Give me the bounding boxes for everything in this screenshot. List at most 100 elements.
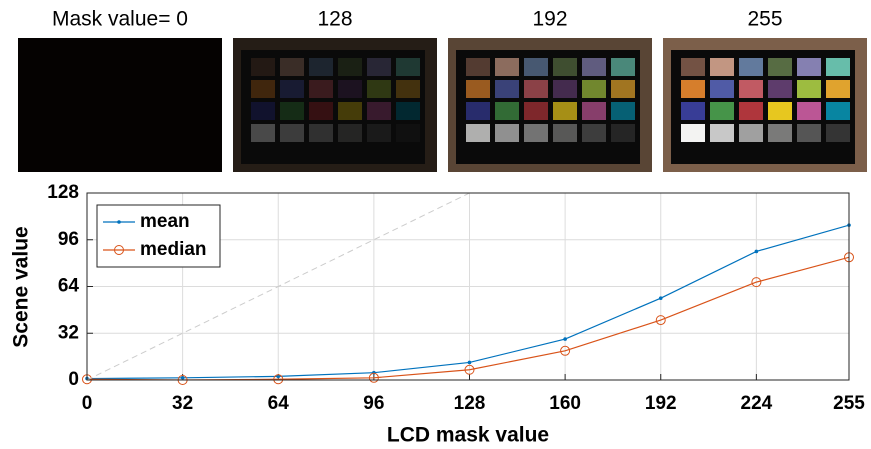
checker-patch [739,58,763,76]
x-tick-label: 224 [741,393,773,414]
checker-patch [280,102,304,120]
point [655,315,666,326]
checker-patch [826,124,850,142]
point [273,374,284,385]
checker-patch [251,124,275,142]
legend-marker [117,220,121,224]
checker-patch [611,102,635,120]
checker-patch [582,58,606,76]
checker-patch [797,124,821,142]
checker-patch [495,80,519,98]
panel-label: 255 [747,8,782,31]
checker-patch [251,102,275,120]
checker-patch [495,58,519,76]
checker-patch [466,102,490,120]
x-tick-label: 64 [268,393,290,414]
checker-patch [611,80,635,98]
x-tick-label: 160 [549,393,581,414]
x-tick-label: 32 [172,393,193,414]
legend-label: median [140,239,207,260]
checker-patch [251,80,275,98]
checker-patch [396,58,420,76]
y-tick-label: 64 [58,276,80,297]
checker-patch [826,80,850,98]
photo-panel [663,38,867,172]
checker-patch [524,80,548,98]
checker-patch [582,124,606,142]
checker-patch [797,80,821,98]
checker-patch [309,124,333,142]
checker-patch [739,102,763,120]
checker-patch [396,80,420,98]
point [368,372,379,383]
checker-patch [710,102,734,120]
checker-patch [710,58,734,76]
checker-patch [710,80,734,98]
checker-patch [739,124,763,142]
series-line [87,193,470,380]
panel-label: 192 [532,8,567,31]
checker-patch [251,58,275,76]
point [560,345,571,356]
checker-patch [338,124,362,142]
checker-patch [367,102,391,120]
checker-patch [553,124,577,142]
checker-patch [495,102,519,120]
point [751,277,762,288]
checker-patch [309,102,333,120]
checker-patch [710,124,734,142]
checker-patch [826,102,850,120]
checker-patch [826,58,850,76]
photo-panel [448,38,652,172]
checker-patch [553,58,577,76]
x-axis-label: LCD mask value [387,424,549,447]
checker-patch [582,102,606,120]
point [276,374,281,379]
checker-patch [466,124,490,142]
checker-patch [338,58,362,76]
checker-patch [280,80,304,98]
legend-box [96,204,221,268]
x-tick-label: 0 [82,393,93,414]
x-tick-label: 255 [833,393,865,414]
point [464,364,475,375]
checker-patch [524,58,548,76]
checker-patch [553,102,577,120]
checker-patch [768,58,792,76]
legend-marker [114,245,124,255]
checker-patch [553,80,577,98]
y-tick-label: 128 [47,182,79,203]
checker-patch [466,80,490,98]
x-tick-label: 192 [645,393,677,414]
y-tick-label: 96 [58,229,79,250]
y-tick-label: 0 [68,369,79,390]
checker-patch [797,58,821,76]
checker-patch [396,124,420,142]
point [754,249,759,254]
checker-patch [338,102,362,120]
checker-patch [681,124,705,142]
point [180,376,185,380]
checker-patch [768,102,792,120]
photo-background [18,38,222,172]
panel-label: 128 [317,8,352,31]
checker-patch [495,124,519,142]
checker-patch [524,124,548,142]
point [658,296,663,300]
checker-patch [367,58,391,76]
y-tick-label: 32 [58,322,79,343]
x-tick-label: 96 [363,393,384,414]
checker-patch [681,80,705,98]
checker-patch [466,58,490,76]
checker-patch [309,80,333,98]
checker-patch [280,124,304,142]
point [467,360,472,365]
checker-patch [739,80,763,98]
checker-patch [768,124,792,142]
panel-label: Mask value= 0 [52,8,188,31]
checker-patch [681,58,705,76]
checker-patch [338,80,362,98]
point [563,337,567,341]
checker-patch [582,80,606,98]
checker-patch [797,102,821,120]
